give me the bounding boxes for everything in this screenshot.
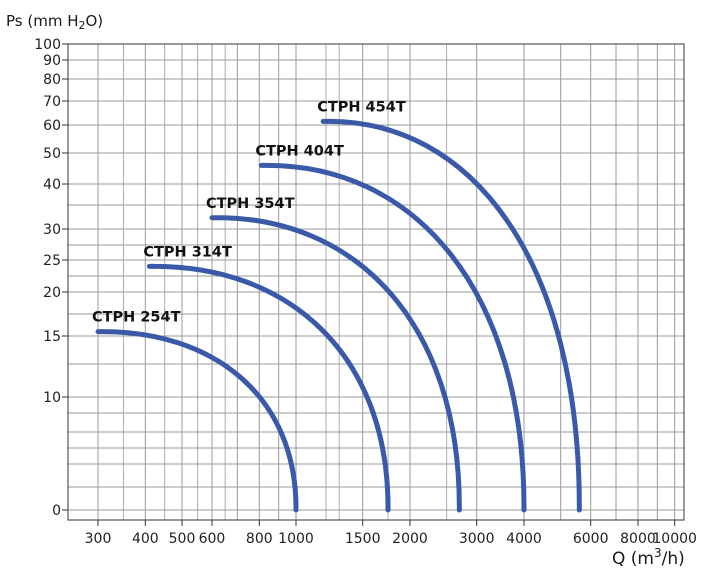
y-axis-label-sub: 2 <box>78 19 86 32</box>
x-tick-label: 800 <box>246 531 273 547</box>
x-tick-label: 300 <box>85 531 112 547</box>
y-tick-label: 40 <box>43 177 61 193</box>
x-tick-label: 1500 <box>345 531 381 547</box>
x-tick-label: 3000 <box>459 531 495 547</box>
y-tick-label: 20 <box>43 285 61 301</box>
x-axis-label-prefix: Q (m <box>612 549 654 569</box>
series-label: CTPH 404T <box>255 143 344 159</box>
y-tick-label: 10 <box>43 390 61 406</box>
y-tick-label: 60 <box>43 118 61 134</box>
series-line <box>258 162 527 513</box>
y-tick-label: 15 <box>43 329 61 345</box>
y-axis-label-prefix: Ps (mm H <box>6 12 79 30</box>
y-tick-label: 90 <box>43 53 61 69</box>
x-tick-label: 8000 <box>620 531 656 547</box>
series-line <box>95 329 299 513</box>
y-tick-label: 25 <box>43 253 61 269</box>
x-tick-label: 1000 <box>278 531 314 547</box>
curves: CTPH 254T CTPH 314T CTPH 354T CTPH 404T CTPH… <box>92 99 582 513</box>
grid <box>68 43 684 520</box>
y-tick-label: 30 <box>43 222 61 238</box>
series-label: CTPH 314T <box>143 244 232 260</box>
x-tick-label: 500 <box>169 531 196 547</box>
series-line <box>209 215 462 513</box>
x-axis-label-suffix: /h) <box>661 549 685 569</box>
series-label: CTPH 454T <box>317 99 406 115</box>
x-tick-label: 4000 <box>506 531 542 547</box>
y-tick-label: 50 <box>43 146 61 162</box>
x-axis-label-sup: 3 <box>653 546 662 560</box>
series-line <box>146 263 391 513</box>
series-line <box>320 118 582 513</box>
plot-frame <box>67 43 685 521</box>
y-axis-label-suffix: O) <box>85 12 104 30</box>
y-tick-label: 70 <box>43 94 61 110</box>
x-tick-label: 2000 <box>392 531 428 547</box>
y-tick-label: 80 <box>43 72 61 88</box>
x-tick-label: 600 <box>199 531 226 547</box>
x-tick-label: 10000 <box>652 531 697 547</box>
y-tick-label: 0 <box>52 503 61 519</box>
y-tick-label: 100 <box>34 37 61 53</box>
x-tick-label: 400 <box>132 531 159 547</box>
y-axis-label: Ps (mm H2O) <box>6 12 103 32</box>
series-label: CTPH 254T <box>92 310 181 326</box>
x-tick-label: 6000 <box>573 531 609 547</box>
x-axis-label: Q (m3/h) <box>612 546 685 569</box>
series-label: CTPH 354T <box>206 196 295 212</box>
